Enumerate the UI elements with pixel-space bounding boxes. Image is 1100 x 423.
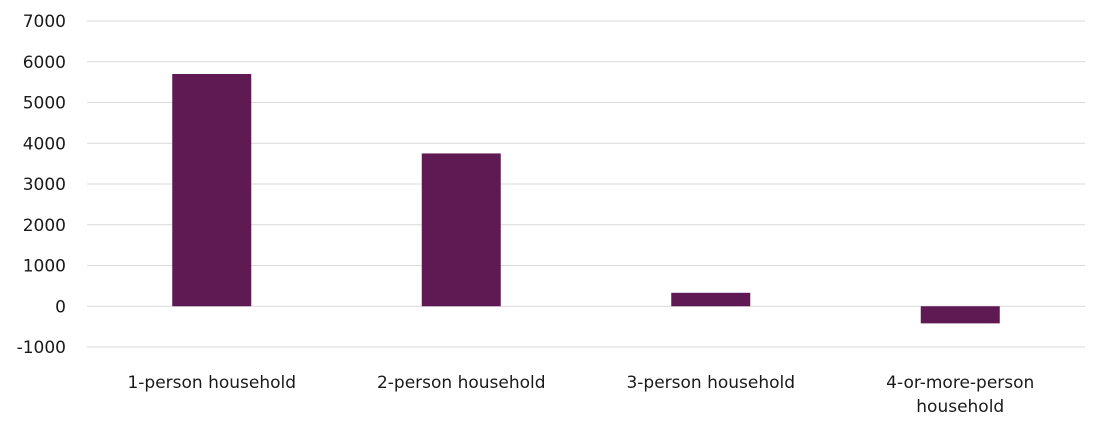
x-category-label: household — [916, 397, 1004, 417]
x-category-label: 4-or-more-person — [886, 373, 1034, 393]
x-category-label: 3-person household — [626, 373, 795, 393]
y-tick-label: 4000 — [23, 134, 66, 154]
x-category-label: 2-person household — [377, 373, 546, 393]
bar — [172, 73, 252, 307]
x-axis-labels: 1-person household 2-person household 3-pe… — [127, 373, 1034, 417]
y-axis-ticks: 7000 6000 5000 4000 3000 2000 1000 0 -1000 — [17, 12, 66, 358]
y-tick-label: 7000 — [23, 12, 66, 32]
y-tick-label: -1000 — [17, 338, 66, 358]
y-tick-label: 3000 — [23, 175, 66, 195]
bar — [920, 306, 1000, 324]
x-category-label: 1-person household — [127, 373, 296, 393]
y-tick-label: 2000 — [23, 216, 66, 236]
bars — [172, 73, 1000, 324]
y-tick-label: 1000 — [23, 257, 66, 277]
gridlines — [87, 20, 1085, 348]
y-tick-label: 6000 — [23, 53, 66, 73]
y-tick-label: 5000 — [23, 94, 66, 114]
y-tick-label: 0 — [55, 297, 66, 317]
bar — [671, 292, 751, 307]
bar — [421, 153, 501, 307]
